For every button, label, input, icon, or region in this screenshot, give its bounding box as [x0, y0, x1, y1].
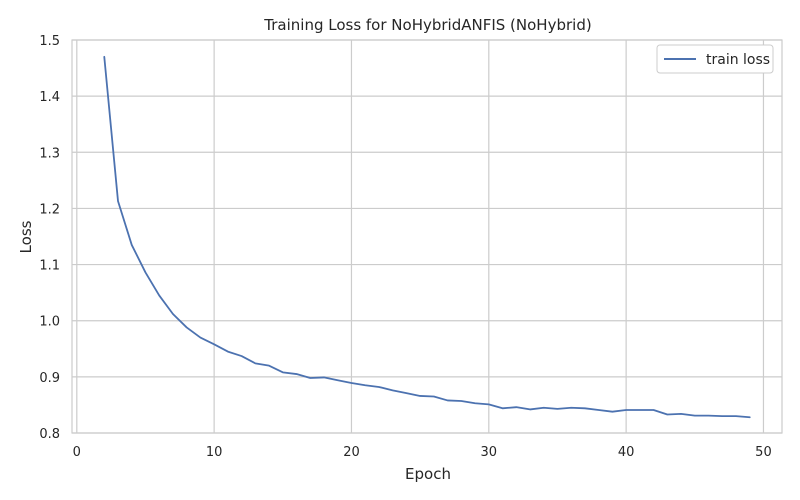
x-tick-label: 30 [481, 445, 498, 460]
x-axis-label: Epoch [405, 465, 451, 483]
legend-box [656, 44, 774, 74]
series-line-train-loss [103, 55, 751, 419]
x-tick-label: 10 [206, 445, 223, 460]
x-tick-label: 40 [618, 445, 635, 460]
x-tick-label: 0 [73, 445, 81, 460]
series-layer [103, 55, 751, 419]
y-tick-label: 1.2 [39, 202, 60, 217]
y-tick-labels: 0.8 0.9 1.0 1.1 1.2 1.3 1.4 1.5 [39, 34, 60, 442]
y-tick-label: 0.9 [39, 371, 60, 386]
y-axis-label: Loss [17, 220, 35, 253]
x-tick-label: 50 [755, 445, 772, 460]
y-tick-label: 1.5 [39, 34, 60, 49]
y-tick-label: 0.8 [39, 427, 60, 442]
chart-title: Training Loss for NoHybridANFIS (NoHybri… [263, 16, 591, 34]
x-tick-labels: 0 10 20 30 40 50 [73, 445, 772, 460]
y-tick-label: 1.1 [39, 259, 60, 274]
legend-label: train loss [706, 52, 770, 68]
plot-frame [71, 39, 783, 434]
y-tick-label: 1.4 [39, 90, 60, 105]
grid-lines [72, 39, 782, 434]
y-tick-label: 1.0 [39, 315, 60, 330]
legend: train loss [656, 44, 774, 74]
y-tick-label: 1.3 [39, 146, 60, 161]
x-tick-label: 20 [343, 445, 360, 460]
